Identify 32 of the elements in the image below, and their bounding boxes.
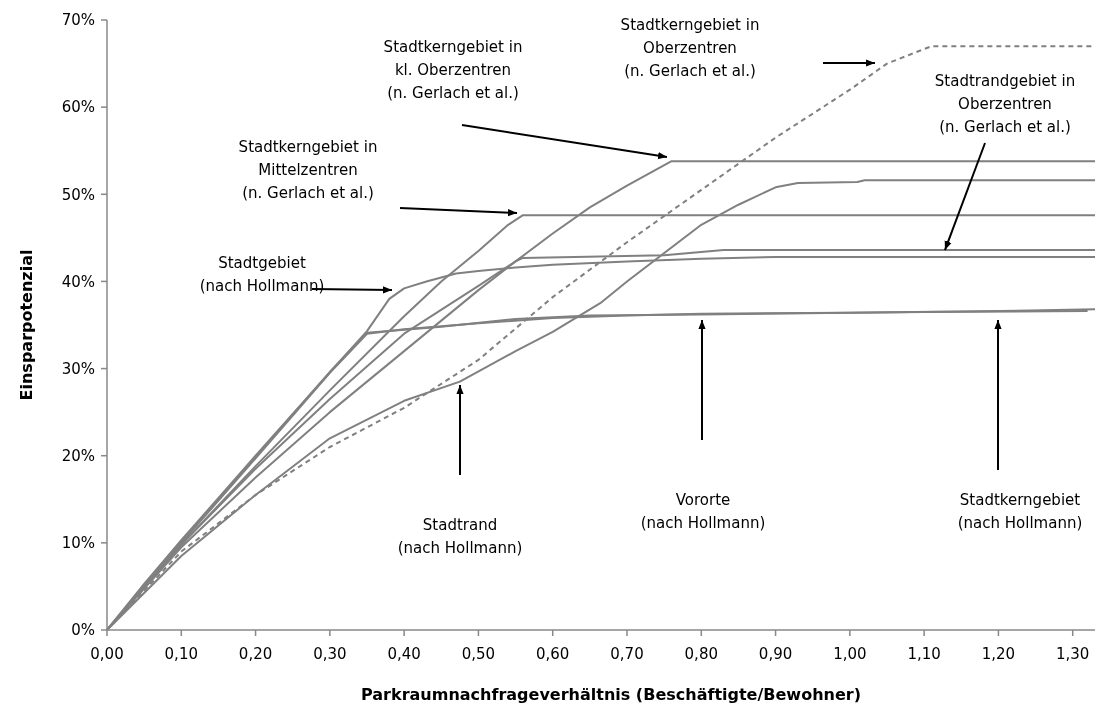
annotation: Vororte (nach Hollmann) bbox=[640, 491, 766, 532]
annotation: Stadtkerngebiet in kl. Oberzentren (n. Gerlach et al.) bbox=[383, 38, 523, 102]
x-tick-label: 0,40 bbox=[387, 645, 421, 663]
x-tick-label: 1,30 bbox=[1056, 645, 1090, 663]
y-tick-label: 70% bbox=[61, 11, 95, 30]
y-tick-label: 40% bbox=[61, 272, 95, 291]
y-axis-title: Einsparpotenzial bbox=[17, 249, 36, 401]
x-tick-label: 0,70 bbox=[610, 645, 644, 663]
x-tick-label: 0,60 bbox=[536, 645, 570, 663]
y-tick-label: 30% bbox=[61, 359, 95, 378]
x-tick-label: 0,10 bbox=[164, 645, 198, 663]
y-tick-label: 10% bbox=[61, 534, 95, 553]
x-tick-label: 0,30 bbox=[313, 645, 347, 663]
x-tick-label: 0,80 bbox=[684, 645, 718, 663]
annotation: Stadtrand (nach Hollmann) bbox=[397, 516, 523, 557]
annotation: Stadtkerngebiet (nach Hollmann) bbox=[957, 491, 1083, 532]
x-axis-title: Parkraumnachfrageverhältnis (Beschäftigte/Bewohner) bbox=[361, 685, 861, 704]
annotation: Stadtgebiet (nach Hollmann) bbox=[199, 254, 325, 295]
x-tick-label: 0,20 bbox=[238, 645, 273, 663]
x-tick-label: 0,90 bbox=[758, 645, 793, 663]
annotation: Stadtkerngebiet in Mittelzentren (n. Gerlach et al.) bbox=[238, 138, 378, 202]
x-tick-label: 1,10 bbox=[907, 645, 941, 663]
x-tick-label: 1,20 bbox=[981, 645, 1016, 663]
x-tick-label: 0,00 bbox=[90, 645, 124, 663]
x-tick-label: 1,00 bbox=[833, 645, 867, 663]
y-tick-label: 20% bbox=[61, 446, 95, 465]
y-tick-label: 0% bbox=[71, 621, 95, 640]
x-tick-label: 0,50 bbox=[461, 645, 496, 663]
y-tick-label: 50% bbox=[61, 185, 95, 204]
annotation: Stadtrandgebiet in Oberzentren (n. Gerlach et al.) bbox=[934, 72, 1076, 136]
annotation: Stadtkerngebiet in Oberzentren (n. Gerlach et al.) bbox=[620, 16, 760, 80]
y-tick-label: 60% bbox=[61, 98, 95, 117]
